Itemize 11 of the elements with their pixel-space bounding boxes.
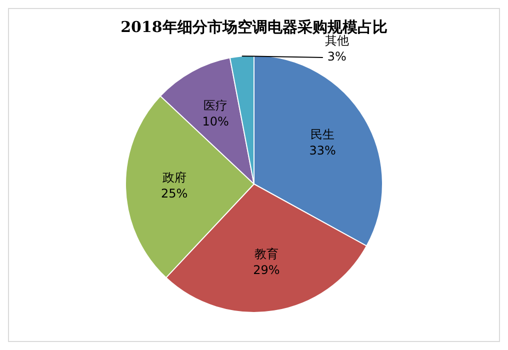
slice-label: 民生: [310, 128, 335, 142]
slice-label: 教育: [254, 246, 278, 261]
data-label: 3%: [327, 50, 346, 64]
slice-label: 政府: [162, 170, 186, 185]
slice-label: 其他: [324, 34, 349, 48]
data-label: 25%: [161, 186, 188, 201]
slice-label: 医疗: [204, 98, 228, 112]
data-label: 29%: [253, 262, 280, 277]
data-label: 10%: [202, 114, 229, 128]
data-label: 33%: [309, 144, 336, 158]
chart-title: 2018年细分市场空调电器采购规模占比: [120, 18, 388, 36]
